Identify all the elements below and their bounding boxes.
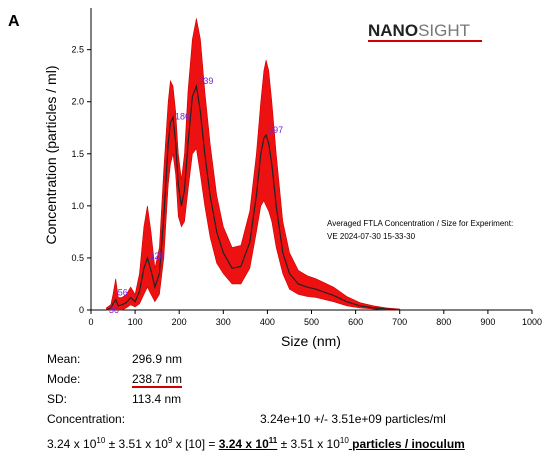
panel-label: A — [8, 13, 20, 30]
x-tick-label: 500 — [304, 317, 319, 327]
x-tick-label: 700 — [392, 317, 407, 327]
mode-label: Mode: — [47, 372, 81, 386]
x-tick-label: 1000 — [522, 317, 542, 327]
inoculum-formula: 3.24 x 1010 ± 3.51 x 109 x [10] = 3.24 x… — [47, 436, 465, 451]
y-axis-label: Concentration (particles / ml) — [43, 66, 59, 245]
sd-value: 113.4 nm — [132, 392, 182, 406]
logo-bold: NANO — [368, 21, 418, 40]
y-tick-label: 0 — [79, 305, 84, 315]
y-tick-label: 1.5 — [71, 149, 84, 159]
sd-label: SD: — [47, 392, 68, 406]
concentration-value: 3.24e+10 +/- 3.51e+09 particles/ml — [260, 412, 446, 426]
mode-value: 238.7 nm — [132, 372, 183, 388]
mean-value: 296.9 nm — [132, 352, 183, 366]
peak-label: 397 — [268, 125, 283, 135]
x-tick-label: 900 — [480, 317, 495, 327]
x-axis-label: Size (nm) — [281, 333, 341, 349]
peak-label: 36 — [109, 305, 119, 315]
x-tick-label: 0 — [88, 317, 93, 327]
formula-pm2: ± — [277, 437, 291, 451]
peak-label: 128 — [149, 251, 164, 261]
annotation-line2: VE 2024-07-30 15-33-30 — [327, 232, 416, 241]
formula-b-exp: 9 — [167, 436, 173, 445]
formula-c: 3.24 x 10 — [218, 437, 269, 451]
peak-label: 186 — [175, 111, 190, 121]
formula-pm1: ± — [105, 437, 119, 451]
peak-label: 56 — [118, 287, 128, 297]
formula-tail: particles / inoculum — [348, 437, 465, 451]
formula-c-exp: 11 — [268, 436, 278, 445]
logo-light: SIGHT — [418, 21, 470, 40]
formula-a: 3.24 x 10 — [47, 437, 97, 451]
x-tick-label: 800 — [436, 317, 451, 327]
formula-d: 3.51 x 10 — [290, 437, 340, 451]
annotation-line1: Averaged FTLA Concentration / Size for E… — [327, 219, 513, 228]
mean-concentration-line — [106, 83, 400, 311]
formula-mult: x [10] = — [172, 437, 219, 451]
formula-d-exp: 10 — [339, 436, 349, 445]
nanosight-concentration-chart: A NANOSIGHT 0 100 200 300 400 500 600 700 800 900… — [8, 8, 542, 349]
svg-text:NANOSIGHT: NANOSIGHT — [368, 21, 470, 40]
x-tick-label: 200 — [172, 317, 187, 327]
y-tick-label: 2.0 — [71, 97, 84, 107]
mean-label: Mean: — [47, 352, 81, 366]
concentration-label: Concentration: — [47, 412, 126, 426]
x-tick-label: 400 — [260, 317, 275, 327]
x-tick-label: 100 — [128, 317, 143, 327]
plot-area: 0 100 200 300 400 500 600 700 800 900 1000 0 0.5 1.0 1… — [71, 8, 542, 327]
y-tick-label: 1.0 — [71, 201, 84, 211]
y-tick-label: 0.5 — [71, 253, 84, 263]
y-tick-label: 2.5 — [71, 45, 84, 55]
formula-a-exp: 10 — [96, 436, 106, 445]
x-tick-label: 300 — [216, 317, 231, 327]
logo: NANOSIGHT — [368, 21, 482, 42]
x-tick-label: 600 — [348, 317, 363, 327]
formula-b: 3.51 x 10 — [118, 437, 168, 451]
peak-label: 239 — [198, 76, 213, 86]
